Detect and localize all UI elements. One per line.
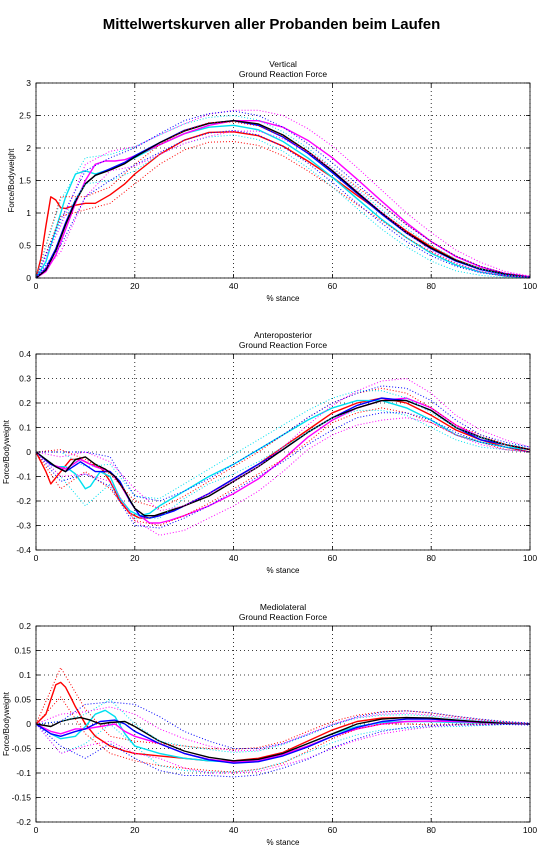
x-tick-label: 0 — [34, 825, 39, 835]
y-tick-label: 0.2 — [19, 398, 31, 408]
mean-line-1 — [35, 397, 531, 519]
mean-line-4 — [35, 397, 531, 519]
mean-line-5 — [35, 716, 531, 762]
y-tick-label: -0.4 — [16, 545, 31, 555]
mean-line-2 — [35, 124, 531, 279]
mean-line-5 — [35, 120, 531, 279]
y-tick-label: 2.5 — [19, 111, 31, 121]
band-line-13 — [35, 412, 531, 529]
band-line-12 — [36, 385, 531, 502]
axes-frame — [35, 82, 531, 279]
x-tick-label: 40 — [229, 825, 239, 835]
y-tick-label: -0.2 — [16, 496, 31, 506]
y-tick-label: -0.15 — [12, 793, 32, 803]
mean-line-3 — [35, 397, 531, 524]
x-axis-label: % stance — [267, 566, 300, 575]
x-tick-label: 0 — [34, 553, 39, 563]
band-line-12 — [35, 701, 531, 749]
band-line-13 — [35, 723, 531, 778]
band-line-7 — [35, 407, 531, 526]
x-tick-label: 80 — [426, 825, 436, 835]
band-line-10 — [35, 706, 531, 752]
x-tick-label: 20 — [130, 281, 140, 291]
band-line-9 — [35, 409, 531, 519]
band-line-6 — [35, 667, 531, 750]
y-tick-label: 0.2 — [19, 621, 31, 631]
band-line-6 — [35, 121, 531, 279]
mean-line-3 — [35, 120, 531, 279]
band-line-8 — [35, 115, 531, 279]
band-line-13 — [35, 129, 531, 279]
axes-frame — [35, 353, 531, 551]
y-tick-label: 1.5 — [19, 176, 31, 186]
y-tick-label: 0.1 — [19, 423, 31, 433]
y-tick-label: 2 — [26, 143, 31, 153]
band-line-11 — [35, 723, 531, 774]
x-tick-label: 20 — [130, 825, 140, 835]
mean-line-2 — [35, 399, 531, 517]
y-axis-label: Force/Bodyweight — [2, 419, 11, 484]
y-tick-label: 0 — [26, 447, 31, 457]
x-tick-label: 60 — [328, 825, 338, 835]
y-tick-label: 0.5 — [19, 241, 31, 251]
y-tick-label: 0.15 — [14, 646, 31, 656]
y-tick-label: 1 — [26, 208, 31, 218]
mean-line-5 — [35, 399, 531, 517]
x-tick-label: 100 — [523, 281, 537, 291]
y-tick-label: 3 — [26, 78, 31, 88]
band-line-11 — [35, 417, 531, 536]
chart-subtitle: Ground Reaction Force — [239, 340, 328, 350]
chart-title: Vertical — [269, 59, 297, 69]
y-tick-label: -0.05 — [12, 744, 32, 754]
y-tick-label: 0.4 — [19, 349, 31, 359]
y-tick-label: -0.3 — [16, 521, 31, 531]
band-line-7 — [35, 696, 531, 773]
x-axis-label: % stance — [267, 294, 300, 303]
x-tick-label: 80 — [426, 553, 436, 563]
y-tick-label: 0 — [26, 719, 31, 729]
x-tick-label: 20 — [130, 553, 140, 563]
x-tick-label: 60 — [328, 281, 338, 291]
x-tick-label: 80 — [426, 281, 436, 291]
y-tick-label: 0.3 — [19, 374, 31, 384]
chart-title: Mediolateral — [260, 602, 306, 612]
y-axis-label: Force/Bodyweight — [7, 148, 16, 213]
chart-subtitle: Ground Reaction Force — [239, 69, 328, 79]
y-tick-label: 0 — [26, 273, 31, 283]
x-axis-label: % stance — [267, 838, 300, 847]
y-tick-label: 0.1 — [19, 670, 31, 680]
band-line-9 — [35, 723, 530, 773]
mean-line-4 — [35, 718, 531, 764]
x-tick-label: 100 — [523, 825, 537, 835]
figure-title: Mittelwertskurven aller Probanden beim L… — [102, 16, 441, 33]
y-axis-label: Force/Bodyweight — [2, 691, 11, 756]
x-tick-label: 0 — [34, 281, 39, 291]
mean-line-1 — [35, 131, 531, 279]
band-line-8 — [35, 699, 531, 753]
mean-line-4 — [35, 120, 531, 279]
x-tick-label: 100 — [523, 553, 537, 563]
y-tick-label: -0.1 — [16, 472, 31, 482]
band-line-6 — [35, 387, 531, 509]
y-tick-label: 0.05 — [14, 695, 31, 705]
x-tick-label: 60 — [328, 553, 338, 563]
y-tick-label: -0.1 — [16, 768, 31, 778]
x-tick-label: 40 — [229, 553, 239, 563]
band-line-10 — [35, 378, 531, 512]
y-tick-label: -0.2 — [16, 817, 31, 827]
x-tick-label: 40 — [229, 281, 239, 291]
band-line-7 — [35, 141, 531, 279]
chart-title: Anteroposterior — [254, 330, 312, 340]
chart-subtitle: Ground Reaction Force — [239, 612, 328, 622]
